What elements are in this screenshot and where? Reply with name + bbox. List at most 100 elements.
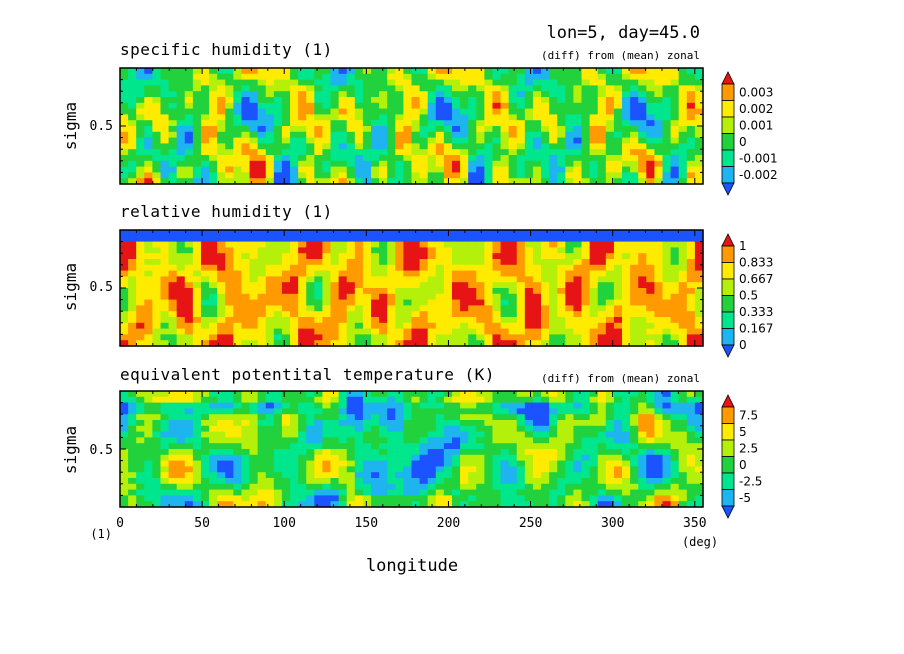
heatmap-cell — [573, 420, 583, 427]
heatmap-cell — [379, 160, 388, 168]
heatmap-cell — [435, 317, 445, 324]
heatmap-cell — [630, 437, 639, 444]
heatmap-cell — [387, 408, 396, 415]
heatmap-cell — [387, 73, 396, 81]
heatmap-cell — [387, 489, 396, 496]
heatmap-cell — [460, 155, 469, 162]
heatmap-cell — [395, 443, 405, 450]
heatmap-cell — [128, 288, 137, 295]
heatmap-cell — [322, 501, 332, 508]
heatmap-cell — [152, 425, 162, 433]
heatmap-cell — [387, 420, 396, 427]
heatmap-cell — [460, 449, 469, 456]
heatmap-cell — [419, 483, 429, 491]
heatmap-cell — [160, 431, 170, 438]
heatmap-cell — [379, 478, 388, 485]
heatmap-cell — [265, 437, 275, 444]
colorbar-label: 0 — [739, 135, 747, 149]
heatmap-cell — [516, 466, 526, 473]
heatmap-cell — [541, 334, 550, 341]
heatmap-cell — [411, 437, 421, 444]
heatmap-cell — [217, 420, 226, 427]
heatmap-cell — [273, 472, 283, 479]
heatmap-cell — [427, 396, 437, 404]
heatmap-cell — [460, 328, 469, 335]
heatmap-cell — [476, 425, 485, 433]
heatmap-cell — [338, 501, 348, 508]
heatmap-cell — [265, 460, 275, 467]
heatmap-cell — [549, 437, 558, 444]
heatmap-cell — [500, 126, 510, 133]
heatmap-cell — [484, 91, 494, 98]
heatmap-cell — [379, 79, 388, 86]
heatmap-cell — [460, 114, 469, 121]
heatmap-cell — [273, 408, 283, 415]
heatmap-cell — [306, 317, 315, 324]
heatmap-cell — [184, 253, 194, 260]
heatmap-cell — [492, 443, 502, 450]
heatmap-cell — [630, 85, 639, 92]
heatmap-cell — [508, 472, 518, 479]
heatmap-cell — [476, 79, 485, 86]
heatmap-cell — [654, 137, 664, 144]
heatmap-cell — [670, 178, 680, 185]
heatmap-cell — [152, 68, 162, 75]
heatmap-cell — [281, 501, 291, 508]
heatmap-cell — [549, 472, 558, 479]
heatmap-cell — [630, 408, 639, 415]
heatmap-cell — [387, 264, 396, 272]
heatmap-cell — [387, 108, 396, 115]
heatmap-cell — [678, 466, 688, 473]
heatmap-cell — [136, 449, 145, 456]
heatmap-cell — [605, 282, 615, 289]
heatmap-cell — [395, 328, 405, 335]
heatmap-cell — [411, 270, 421, 277]
heatmap-cell — [589, 270, 599, 277]
heatmap-cell — [290, 264, 299, 272]
heatmap-cell — [508, 408, 518, 415]
heatmap-cell — [541, 85, 550, 92]
heatmap-cell — [120, 305, 129, 312]
heatmap-cell — [120, 460, 129, 467]
heatmap-cell — [192, 334, 202, 341]
heatmap-cell — [613, 143, 623, 150]
heatmap-cell — [225, 276, 234, 283]
heatmap-cell — [184, 73, 194, 81]
heatmap-cell — [371, 166, 380, 173]
heatmap-cell — [290, 131, 299, 139]
heatmap-cell — [476, 247, 485, 254]
heatmap-cell — [573, 328, 583, 335]
heatmap-cell — [152, 478, 162, 485]
heatmap-cell — [128, 478, 137, 485]
heatmap-cell — [200, 247, 210, 254]
heatmap-cell — [144, 328, 153, 335]
heatmap-cell — [290, 334, 299, 341]
heatmap-cell — [686, 241, 696, 248]
heatmap-cell — [241, 108, 251, 115]
heatmap-cell — [565, 328, 575, 335]
heatmap-cell — [249, 501, 259, 508]
heatmap-cell — [120, 149, 129, 156]
heatmap-cell — [557, 402, 566, 409]
heatmap-cell — [152, 172, 162, 179]
heatmap-cell — [403, 235, 413, 243]
heatmap-cell — [160, 230, 170, 237]
heatmap-cell — [678, 108, 688, 115]
heatmap-cell — [371, 143, 380, 150]
heatmap-cell — [427, 131, 437, 139]
heatmap-cell — [371, 149, 380, 156]
heatmap-cell — [581, 311, 591, 318]
heatmap-cell — [290, 311, 299, 318]
heatmap-cell — [273, 322, 283, 330]
heatmap-cell — [565, 264, 575, 272]
heatmap-cell — [322, 247, 332, 254]
heatmap-cell — [346, 155, 356, 162]
heatmap-cell — [371, 270, 380, 277]
heatmap-cell — [322, 108, 332, 115]
heatmap-cell — [484, 282, 494, 289]
heatmap-cell — [500, 299, 510, 306]
heatmap-cell — [638, 311, 647, 318]
heatmap-cell — [581, 293, 591, 301]
heatmap-cell — [322, 328, 332, 335]
heatmap-cell — [306, 155, 315, 162]
